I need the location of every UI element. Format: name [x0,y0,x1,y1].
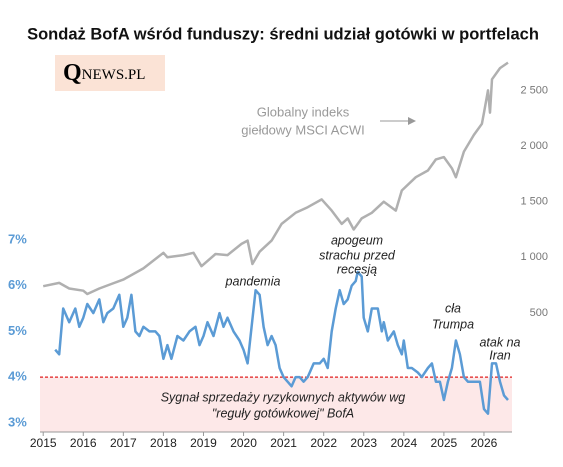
x-tick-label: 2020 [230,436,257,450]
annotation: Globalny indeks [257,104,350,119]
annotation: apogeum [331,233,383,247]
y-tick-label: 6% [8,277,27,292]
annotation: atak na [479,335,520,349]
x-tick-label: 2022 [310,436,337,450]
x-tick-label: 2025 [431,436,458,450]
series-line [54,270,509,415]
y-tick-label: 5% [8,323,27,338]
annotation: giełdowy MSCI ACWI [241,122,365,137]
y2-tick-label: 500 [530,307,548,319]
logo: QNEWS.PL [63,60,145,86]
x-tick-label: 2016 [70,436,97,450]
x-tick-label: 2019 [190,436,217,450]
y-tick-label: 7% [8,231,27,246]
annotation: "reguły gotówkowej" BofA [212,406,354,420]
annotation: pandemia [225,274,281,288]
y-tick-label: 4% [8,369,27,384]
x-tick-label: 2021 [270,436,297,450]
series-line [42,61,509,296]
x-tick-label: 2024 [390,436,417,450]
logo-mark: Q [63,60,82,86]
annotation-arrowhead [408,117,416,125]
x-tick-label: 2018 [150,436,177,450]
x-tick-label: 2023 [350,436,377,450]
x-tick-label: 2026 [471,436,498,450]
annotation: strachu przed [319,248,396,262]
annotation: Sygnał sprzedaży ryzykownych aktywów wg [161,390,406,404]
annotation: cła [445,301,461,315]
logo-box [55,55,165,91]
y-tick-label: 3% [8,414,27,429]
x-tick-label: 2015 [30,436,57,450]
annotation: Trumpa [432,317,474,331]
annotation: recesją [337,262,377,276]
annotation: Iran [489,348,511,362]
y2-tick-label: 2 000 [520,140,548,152]
x-tick-label: 2017 [110,436,137,450]
y2-tick-label: 2 500 [520,84,548,96]
y2-tick-label: 1 000 [520,251,548,263]
chart-title: Sondaż BofA wśród funduszy: średni udzia… [27,25,539,43]
y2-tick-label: 1 500 [520,196,548,208]
logo-text: NEWS.PL [82,67,146,83]
signal-zone [40,377,512,432]
